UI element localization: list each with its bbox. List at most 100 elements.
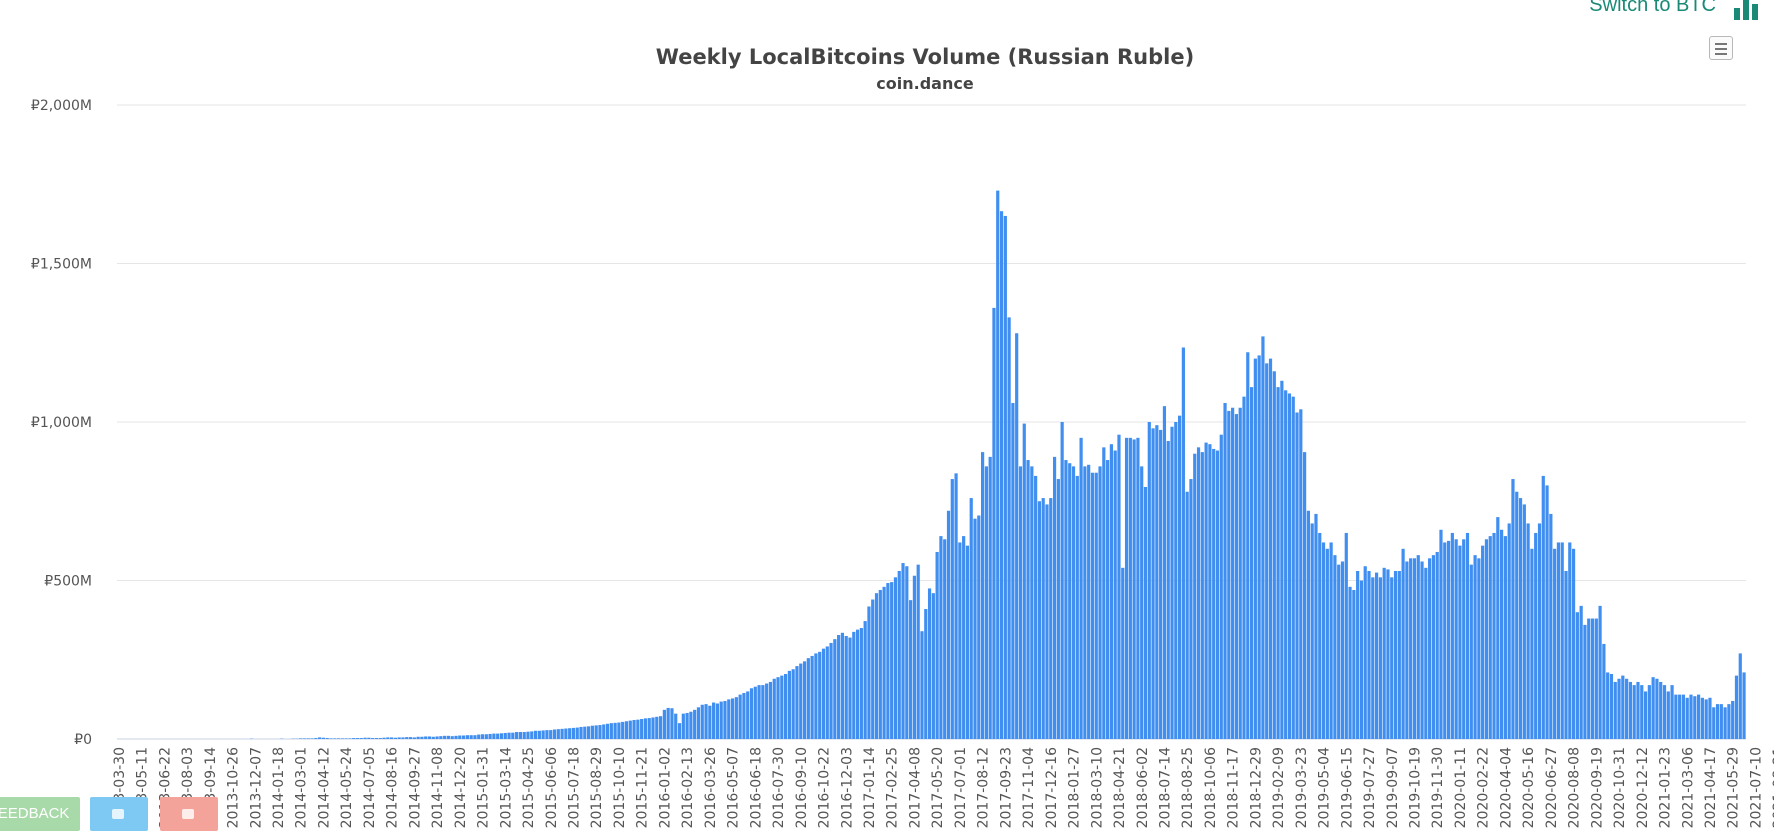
bar[interactable] xyxy=(556,729,560,739)
bar[interactable] xyxy=(624,721,629,739)
bar[interactable] xyxy=(1651,677,1655,739)
bar[interactable] xyxy=(522,732,526,739)
bar[interactable] xyxy=(541,730,545,739)
bar[interactable] xyxy=(1515,491,1519,739)
bar[interactable] xyxy=(1450,532,1454,739)
bar[interactable] xyxy=(1060,422,1064,739)
bar[interactable] xyxy=(761,685,765,739)
bar[interactable] xyxy=(1704,699,1708,740)
bar[interactable] xyxy=(912,575,916,739)
bar[interactable] xyxy=(325,738,329,739)
bar[interactable] xyxy=(405,737,409,739)
bar[interactable] xyxy=(1196,447,1201,739)
bar[interactable] xyxy=(443,735,447,739)
bar[interactable] xyxy=(594,725,598,739)
bar[interactable] xyxy=(1049,498,1053,739)
bar[interactable] xyxy=(564,728,568,739)
bar[interactable] xyxy=(1420,561,1424,739)
bar[interactable] xyxy=(424,736,428,739)
bar[interactable] xyxy=(1723,707,1727,739)
bar[interactable] xyxy=(431,736,435,739)
bar[interactable] xyxy=(1643,691,1648,739)
bar[interactable] xyxy=(1234,414,1239,739)
bar[interactable] xyxy=(1715,704,1720,739)
bar[interactable] xyxy=(1094,472,1098,739)
bar[interactable] xyxy=(1231,407,1235,739)
bar[interactable] xyxy=(738,694,742,739)
feedback-button[interactable]: FEEDBACK xyxy=(0,797,80,831)
bar[interactable] xyxy=(640,719,644,739)
bar[interactable] xyxy=(1613,681,1617,739)
bar[interactable] xyxy=(1678,694,1682,739)
bar[interactable] xyxy=(1356,570,1360,739)
bar[interactable] xyxy=(1200,452,1204,739)
bar[interactable] xyxy=(1382,567,1386,739)
bar[interactable] xyxy=(492,733,496,739)
bar[interactable] xyxy=(1223,402,1227,739)
bar[interactable] xyxy=(749,688,754,739)
bar[interactable] xyxy=(355,738,360,739)
bar[interactable] xyxy=(1465,532,1470,739)
bar[interactable] xyxy=(344,738,348,739)
bar[interactable] xyxy=(1337,564,1341,739)
bar[interactable] xyxy=(1674,694,1678,739)
bar[interactable] xyxy=(636,719,640,739)
bar[interactable] xyxy=(871,599,875,739)
bar[interactable] xyxy=(855,629,860,739)
bar[interactable] xyxy=(1416,555,1420,739)
bar[interactable] xyxy=(302,738,307,739)
bar[interactable] xyxy=(1689,694,1693,739)
bar[interactable] xyxy=(897,570,901,739)
bar[interactable] xyxy=(1693,696,1697,740)
bar[interactable] xyxy=(677,723,682,739)
bar[interactable] xyxy=(473,735,477,739)
bar[interactable] xyxy=(1378,577,1382,739)
bar[interactable] xyxy=(969,498,973,739)
bar[interactable] xyxy=(1321,542,1326,739)
bar[interactable] xyxy=(999,211,1004,739)
bar[interactable] xyxy=(1162,406,1167,739)
bar[interactable] xyxy=(821,648,826,739)
bar[interactable] xyxy=(852,631,856,739)
bar[interactable] xyxy=(602,724,606,739)
bar[interactable] xyxy=(401,737,405,739)
bar[interactable] xyxy=(1511,479,1515,739)
bar[interactable] xyxy=(628,720,632,739)
bar[interactable] xyxy=(685,713,689,739)
bar[interactable] xyxy=(1371,577,1375,739)
bar[interactable] xyxy=(946,510,951,739)
bar[interactable] xyxy=(1083,466,1087,739)
bar[interactable] xyxy=(1068,463,1072,739)
bar[interactable] xyxy=(1625,678,1629,739)
bar[interactable] xyxy=(1681,694,1686,739)
bar[interactable] xyxy=(1666,691,1670,739)
bar[interactable] xyxy=(299,738,303,739)
bar[interactable] xyxy=(1628,681,1632,739)
bar[interactable] xyxy=(1193,453,1197,739)
bar[interactable] xyxy=(1590,618,1595,739)
bar[interactable] xyxy=(1659,681,1663,739)
bar[interactable] xyxy=(537,730,541,739)
bar[interactable] xyxy=(465,735,469,739)
bar[interactable] xyxy=(598,725,602,739)
bar[interactable] xyxy=(984,466,988,739)
bar[interactable] xyxy=(511,732,515,739)
bar[interactable] xyxy=(655,716,659,739)
bar[interactable] xyxy=(1549,513,1553,739)
bar[interactable] xyxy=(1647,685,1651,739)
bar[interactable] xyxy=(1439,529,1443,739)
bar[interactable] xyxy=(742,693,746,739)
bar[interactable] xyxy=(1109,444,1113,739)
bar[interactable] xyxy=(901,563,905,740)
bar[interactable] xyxy=(1071,466,1076,739)
bar[interactable] xyxy=(469,735,473,739)
bar[interactable] xyxy=(1284,390,1288,739)
bar[interactable] xyxy=(348,738,352,739)
bar[interactable] xyxy=(310,738,314,739)
bar[interactable] xyxy=(734,697,738,739)
bar[interactable] xyxy=(571,727,576,739)
bar[interactable] xyxy=(1545,485,1549,739)
bar[interactable] xyxy=(1541,475,1545,739)
bar[interactable] xyxy=(496,733,500,739)
bar[interactable] xyxy=(950,479,954,739)
